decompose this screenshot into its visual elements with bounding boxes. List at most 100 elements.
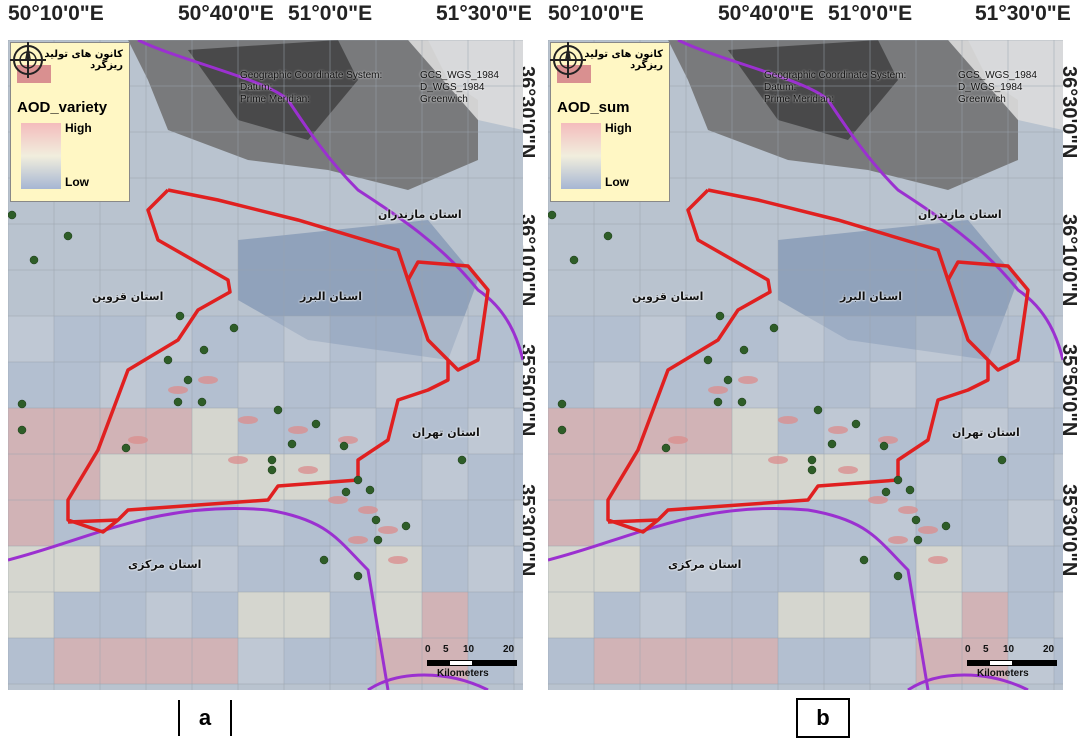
prime-meridian-label: Prime Meridian:: [764, 94, 835, 105]
datum-value: D_WGS_1984: [958, 82, 1023, 93]
aod-grid-cell: [8, 592, 54, 638]
station-marker: [365, 485, 375, 495]
aod-grid-cell: [100, 454, 146, 500]
coordinate-system-labels: Geographic Coordinate System: Datum: Pri…: [240, 70, 382, 106]
scale-tick: 5: [983, 644, 989, 655]
dust-source-patch: [738, 376, 758, 384]
station-marker: [319, 555, 329, 565]
scale-tick: 10: [1003, 644, 1015, 655]
aod-grid-cell: [824, 362, 870, 408]
aod-grid-cell: [962, 316, 1008, 362]
aod-grid-cell: [778, 316, 824, 362]
station-marker: [287, 439, 297, 449]
station-marker: [905, 485, 915, 495]
station-marker: [557, 399, 567, 409]
prime-meridian-label: Prime Meridian:: [240, 94, 311, 105]
study-area-boundary: [707, 188, 950, 281]
legend: کانون های تولید ریزگرد AOD_sum High Low: [550, 42, 670, 202]
aod-grid-cell: [284, 638, 330, 684]
aod-grid-cell: [594, 592, 640, 638]
station-marker: [739, 345, 749, 355]
longitude-label-right-2: 50°40'0"E: [718, 2, 814, 25]
aod-grid-cell: [330, 316, 376, 362]
station-marker: [63, 231, 73, 241]
aod-grid-cell: [192, 638, 238, 684]
study-area-boundary: [167, 188, 410, 281]
aod-grid-cell: [422, 316, 468, 362]
station-marker: [807, 455, 817, 465]
legend-high-label: High: [605, 121, 632, 135]
aod-grid-cell: [1008, 454, 1054, 500]
province-label-markazi: استان مرکزی: [668, 558, 742, 571]
longitude-label-left-1: 50°10'0"E: [8, 2, 104, 25]
aod-grid-cell: [514, 454, 523, 500]
gcs-label: Geographic Coordinate System:: [764, 70, 907, 81]
aod-grid-cell: [238, 500, 284, 546]
coordinate-system-values: GCS_WGS_1984 D_WGS_1984 Greenwich: [958, 70, 1037, 106]
aod-grid-cell: [468, 500, 514, 546]
aod-grid-cell: [916, 408, 962, 454]
station-marker: [893, 571, 903, 581]
aod-grid-cell: [192, 408, 238, 454]
aod-grid-cell: [1008, 500, 1054, 546]
aod-grid-cell: [514, 546, 523, 592]
panel-tag-b: b: [796, 698, 850, 738]
dust-source-patch: [888, 536, 908, 544]
station-marker: [913, 535, 923, 545]
station-marker: [827, 439, 837, 449]
province-label-alborz: استان البرز: [300, 290, 362, 303]
province-label-markazi: استان مرکزی: [128, 558, 202, 571]
dust-source-patch: [358, 506, 378, 514]
aod-grid-cell: [330, 408, 376, 454]
terrain-valley: [238, 220, 478, 360]
aod-grid-cell: [330, 362, 376, 408]
aod-grid-cell: [824, 546, 870, 592]
aod-grid-cell: [548, 500, 594, 546]
longitude-label-left-4: 51°30'0"E: [436, 2, 532, 25]
station-marker: [175, 311, 185, 321]
aod-grid-cell: [548, 408, 594, 454]
province-label-tehran: استان تهران: [412, 426, 480, 439]
dust-source-patch: [348, 536, 368, 544]
aod-grid-cell: [778, 592, 824, 638]
dust-source-patch: [898, 506, 918, 514]
coordinate-system-labels: Geographic Coordinate System: Datum: Pri…: [764, 70, 906, 106]
station-marker: [17, 425, 27, 435]
aod-grid-cell: [686, 454, 732, 500]
aod-grid-cell: [732, 546, 778, 592]
dust-source-patch: [918, 526, 938, 534]
aod-grid-cell: [8, 408, 54, 454]
station-marker: [371, 515, 381, 525]
aod-grid-cell: [732, 500, 778, 546]
aod-grid-cell: [376, 500, 422, 546]
province-label-mazandaran: استان مازندران: [918, 208, 1002, 221]
dust-source-patch: [338, 436, 358, 444]
aod-grid-cell: [146, 592, 192, 638]
aod-grid-cell: [100, 592, 146, 638]
aod-grid-cell: [54, 316, 100, 362]
province-boundary: [8, 506, 390, 690]
aod-grid-cell: [514, 408, 523, 454]
aod-grid-cell: [640, 316, 686, 362]
aod-grid-cell: [192, 316, 238, 362]
dust-source-patch: [768, 456, 788, 464]
dust-source-patch: [778, 416, 798, 424]
dust-source-patch: [198, 376, 218, 384]
aod-grid-cell: [468, 454, 514, 500]
province-label-alborz: استان البرز: [840, 290, 902, 303]
province-boundary: [677, 40, 1063, 361]
aod-grid-cell: [238, 638, 284, 684]
aod-grid-cell: [54, 638, 100, 684]
aod-grid-cell: [468, 592, 514, 638]
dust-source-patch: [168, 386, 188, 394]
station-marker: [548, 210, 557, 220]
legend-high-label: High: [65, 121, 92, 135]
datum-label: Datum:: [764, 82, 797, 93]
aod-grid-cell: [778, 362, 824, 408]
aod-grid-cell: [594, 546, 640, 592]
aod-grid-cell: [1054, 638, 1063, 684]
aod-grid-cell: [548, 592, 594, 638]
longitude-label-left-3: 51°0'0"E: [288, 2, 373, 25]
station-marker: [769, 323, 779, 333]
aod-grid-cell: [732, 316, 778, 362]
